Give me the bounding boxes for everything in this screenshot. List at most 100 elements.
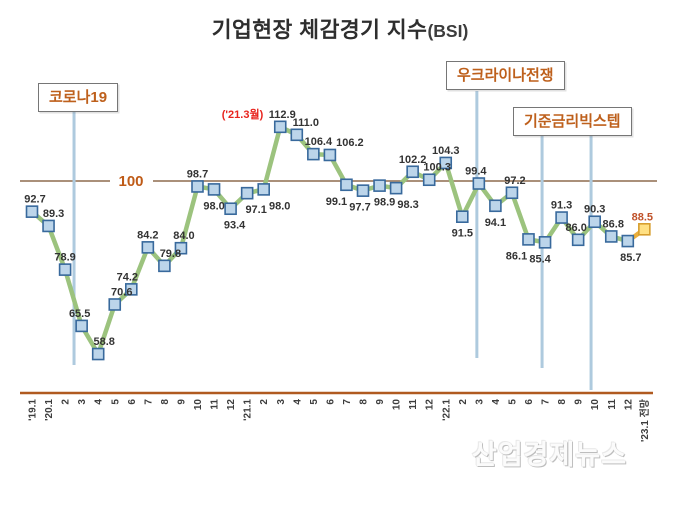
watermark-text: 산업경제뉴스	[472, 440, 628, 470]
x-tick-label: 3	[77, 399, 88, 405]
data-point-label: 102.2	[399, 154, 427, 166]
data-point-marker	[373, 179, 386, 192]
data-point-marker	[323, 148, 337, 162]
chart-title-main: 기업현장 체감경기 지수	[211, 18, 428, 42]
data-point-label: 85.7	[620, 252, 641, 264]
x-tick-label: 9	[375, 399, 386, 405]
data-point-label: 93.4	[224, 220, 246, 232]
x-tick-label: 7	[143, 399, 154, 405]
chart-title: 기업현장 체감경기 지수(BSI)	[0, 13, 680, 44]
data-point-label: 98.0	[269, 200, 290, 212]
data-point-marker	[489, 199, 502, 213]
chart-title-suffix: (BSI)	[427, 21, 469, 41]
data-point-label: 106.4	[305, 136, 333, 148]
data-point-marker	[207, 183, 221, 196]
data-point-label: 74.2	[117, 271, 138, 283]
data-point-label: 97.7	[349, 202, 370, 214]
x-tick-label: '21.1	[243, 399, 254, 421]
data-point-label: 94.1	[485, 217, 506, 229]
x-tick-label: 5	[309, 399, 320, 405]
x-tick-label: 10	[193, 399, 204, 411]
x-tick-label: 10	[590, 399, 601, 411]
x-tick-label: 2	[259, 399, 270, 405]
data-point-marker	[621, 234, 635, 248]
data-point-label: 89.3	[43, 208, 64, 220]
data-point-label: 86.1	[506, 250, 527, 262]
data-point-label: 90.3	[584, 204, 605, 216]
data-point-label: 111.0	[293, 117, 319, 129]
x-tick-label: 7	[342, 399, 353, 405]
x-tick-label: 11	[607, 399, 618, 410]
data-point-marker	[522, 233, 535, 246]
data-point-marker	[389, 181, 403, 195]
data-point-label: 86.0	[565, 222, 586, 234]
data-point-marker	[224, 202, 237, 216]
data-point-label: 98.0	[203, 200, 224, 212]
data-point-label: 98.7	[187, 168, 208, 180]
data-point-label: 85.4	[529, 253, 551, 265]
x-tick-label: 10	[392, 399, 403, 411]
x-tick-label: 4	[491, 399, 502, 405]
data-point-marker	[588, 215, 602, 229]
x-tick-label: 12	[623, 399, 634, 411]
x-tick-label: 9	[176, 399, 187, 405]
data-point-marker	[273, 120, 287, 134]
x-tick-label: 11	[408, 399, 419, 410]
data-point-marker	[141, 241, 155, 254]
data-point-label: 58.8	[93, 336, 114, 348]
x-tick-label: 4	[292, 399, 303, 405]
data-point-label: 98.3	[397, 199, 418, 211]
x-tick-label: '19.1	[28, 399, 39, 421]
data-point-label: 100.3	[423, 162, 451, 174]
data-point-marker	[240, 186, 254, 200]
data-point-marker	[257, 183, 271, 196]
data-point-marker	[472, 177, 486, 190]
data-point-label: 104.3	[432, 145, 460, 157]
x-tick-label: 7	[541, 399, 552, 405]
data-point-marker	[356, 184, 370, 197]
data-point-label: 97.2	[504, 175, 525, 187]
data-point-label: 106.2	[336, 137, 364, 149]
data-point-label: 98.9	[374, 197, 395, 209]
data-point-label: 88.5	[632, 211, 653, 223]
data-point-marker	[505, 186, 519, 200]
data-point-marker	[174, 241, 188, 255]
data-point-marker	[158, 259, 171, 273]
x-tick-label: 12	[226, 399, 237, 411]
data-point-marker	[455, 210, 469, 223]
x-tick-label: 8	[359, 399, 370, 405]
data-point-marker	[125, 283, 138, 296]
x-tick-label: 12	[425, 399, 436, 411]
x-tick-label: 6	[524, 399, 535, 405]
x-tick-label: 8	[160, 399, 171, 405]
data-point-marker	[191, 180, 204, 193]
data-point-marker	[604, 230, 618, 243]
data-point-label: 65.5	[69, 308, 90, 320]
peak-month-annotation: ('21.3월)	[222, 107, 264, 121]
data-point-marker	[75, 319, 88, 333]
annotation-box-ukraine-war: 우크라이나전쟁	[446, 61, 565, 90]
data-point-label: 91.3	[551, 200, 572, 212]
data-point-label: 91.5	[452, 228, 473, 240]
data-point-label: 84.0	[173, 230, 194, 242]
data-point-label: 112.9	[269, 109, 296, 121]
data-point-label: 79.8	[160, 248, 181, 260]
data-point-label: 99.4	[465, 166, 487, 178]
data-point-marker	[42, 219, 55, 233]
data-point-marker	[422, 173, 436, 187]
data-point-label: 92.7	[24, 194, 45, 206]
data-point-marker	[108, 298, 122, 311]
data-point-label: 97.1	[245, 204, 266, 216]
data-point-marker	[406, 165, 419, 179]
data-point-marker	[439, 156, 453, 170]
x-tick-label: 3	[276, 399, 287, 405]
x-tick-label: 5	[507, 399, 518, 405]
data-point-label: 99.1	[326, 196, 347, 208]
data-point-marker	[555, 211, 568, 224]
x-tick-label: '20.1	[44, 399, 55, 421]
data-point-marker	[538, 236, 552, 249]
x-tick-label: 6	[325, 399, 336, 405]
data-point-marker	[571, 233, 585, 247]
x-tick-label: 9	[574, 399, 585, 405]
